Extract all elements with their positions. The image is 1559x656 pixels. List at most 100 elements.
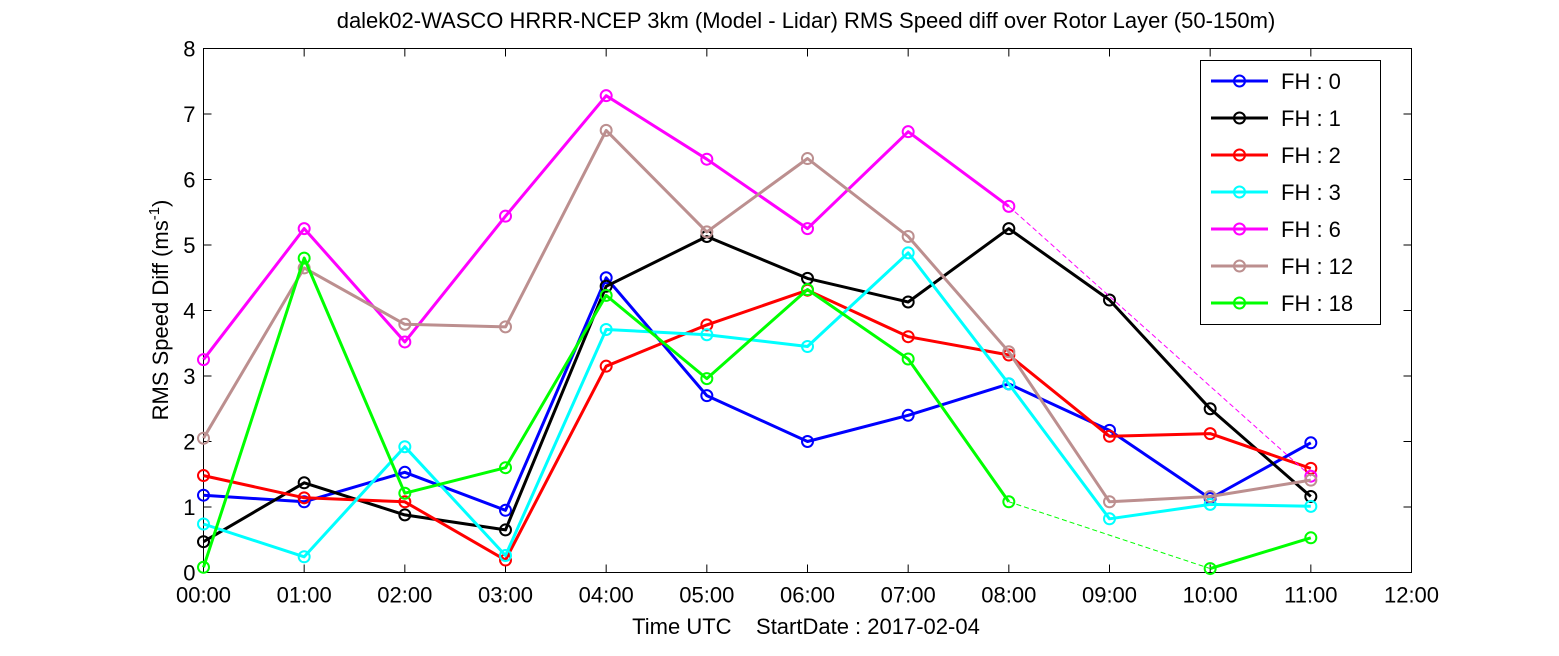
x-tick-label: 07:00	[881, 583, 936, 608]
series-fh-1	[197, 222, 1318, 549]
x-tick-label: 03:00	[478, 583, 533, 608]
data-point	[700, 318, 714, 332]
data-point	[197, 469, 210, 483]
data-point	[700, 372, 714, 386]
legend-label: FH : 1	[1281, 106, 1341, 131]
data-point	[398, 317, 412, 331]
data-point	[901, 352, 915, 366]
data-point	[1304, 499, 1318, 513]
x-tick-label: 08:00	[981, 583, 1036, 608]
data-point	[1103, 495, 1116, 509]
series-fh-0	[197, 271, 1318, 517]
data-point	[499, 209, 512, 223]
y-tick-label: 2	[183, 430, 195, 455]
data-point	[801, 152, 814, 166]
y-tick-label: 1	[183, 495, 195, 520]
legend-marker	[1233, 74, 1246, 88]
x-tick-label: 04:00	[579, 583, 634, 608]
data-point	[398, 465, 412, 479]
series-line	[202, 128, 1312, 504]
data-point	[398, 495, 412, 509]
data-point	[398, 508, 412, 522]
data-point	[1203, 427, 1217, 441]
series-fh-3	[197, 246, 1318, 564]
data-point	[499, 548, 512, 562]
series-fh-12	[197, 123, 1318, 509]
data-point	[297, 550, 311, 564]
chart-title: dalek02-WASCO HRRR-NCEP 3km (Model - Lid…	[337, 8, 1276, 33]
y-tick-label: 4	[183, 299, 195, 324]
legend-label: FH : 12	[1281, 254, 1353, 279]
legend-item: FH : 6	[1211, 217, 1341, 242]
data-point	[1002, 345, 1016, 359]
legend: FH : 0 FH : 1 FH : 2 FH : 3 FH : 6 FH : 12 FH …	[1200, 60, 1381, 325]
y-tick-label: 6	[183, 168, 195, 193]
legend-marker	[1233, 185, 1246, 199]
data-point	[197, 517, 210, 531]
series-line	[1209, 536, 1312, 571]
data-point	[1002, 377, 1016, 391]
data-point	[297, 222, 311, 236]
x-tick-label: 11:00	[1284, 583, 1337, 608]
data-point	[1103, 512, 1116, 526]
data-point	[499, 523, 512, 537]
series-layer	[197, 89, 1318, 576]
axis-ticks: 00:00 01:00 02:00 03:00 04:00 05:00 06:00 07:00…	[176, 37, 1439, 608]
data-point	[901, 330, 915, 344]
y-tick-label: 7	[183, 102, 195, 127]
data-point	[599, 322, 613, 336]
data-point	[1002, 495, 1016, 509]
y-axis-label-superscript: -1	[146, 207, 163, 220]
y-axis-label: RMS Speed Diff (ms-1)	[146, 200, 173, 421]
series-line	[202, 256, 1011, 568]
series-line	[202, 227, 1312, 543]
data-point	[700, 152, 714, 166]
data-point	[801, 435, 814, 448]
data-point	[801, 283, 814, 297]
data-point	[1103, 429, 1116, 443]
data-point	[1304, 469, 1318, 483]
x-axis-label: Time UTC StartDate : 2017-02-04	[632, 614, 980, 639]
x-tick-label: 12:00	[1384, 583, 1439, 608]
data-point	[197, 353, 210, 367]
legend-label: FH : 0	[1281, 69, 1341, 94]
y-tick-label: 3	[183, 364, 195, 389]
data-point	[297, 476, 311, 490]
data-point	[1002, 199, 1016, 213]
y-tick-label: 0	[183, 561, 195, 586]
legend-label: FH : 2	[1281, 143, 1341, 168]
legend-label: FH : 18	[1281, 291, 1353, 316]
legend-marker	[1233, 259, 1246, 273]
data-point	[901, 246, 915, 260]
x-tick-label: 10:00	[1183, 583, 1238, 608]
data-point	[801, 222, 814, 236]
data-point	[599, 288, 613, 302]
series-fh-18	[197, 251, 1318, 576]
legend-item: FH : 2	[1211, 143, 1341, 168]
legend-label: FH : 3	[1281, 180, 1341, 205]
data-point	[700, 225, 714, 239]
legend-item: FH : 12	[1211, 254, 1353, 279]
x-tick-label: 06:00	[780, 583, 835, 608]
data-point	[398, 440, 412, 454]
data-point	[1103, 293, 1116, 307]
legend-item: FH : 1	[1211, 106, 1341, 131]
data-point	[1002, 222, 1016, 236]
series-line	[203, 288, 1312, 562]
legend-item: FH : 18	[1211, 291, 1353, 316]
data-point	[599, 279, 613, 293]
legend-marker	[1233, 148, 1246, 162]
data-point	[599, 123, 613, 137]
data-point	[499, 320, 512, 334]
data-point	[599, 89, 613, 103]
data-point	[398, 486, 412, 500]
data-point	[197, 488, 210, 502]
y-axis-label-close: )	[148, 200, 173, 207]
legend-item: FH : 0	[1211, 69, 1341, 94]
data-point	[297, 491, 311, 505]
y-tick-label: 5	[183, 233, 195, 258]
data-point	[1304, 473, 1318, 487]
legend-item: FH : 3	[1211, 180, 1341, 205]
data-point	[1304, 531, 1318, 545]
